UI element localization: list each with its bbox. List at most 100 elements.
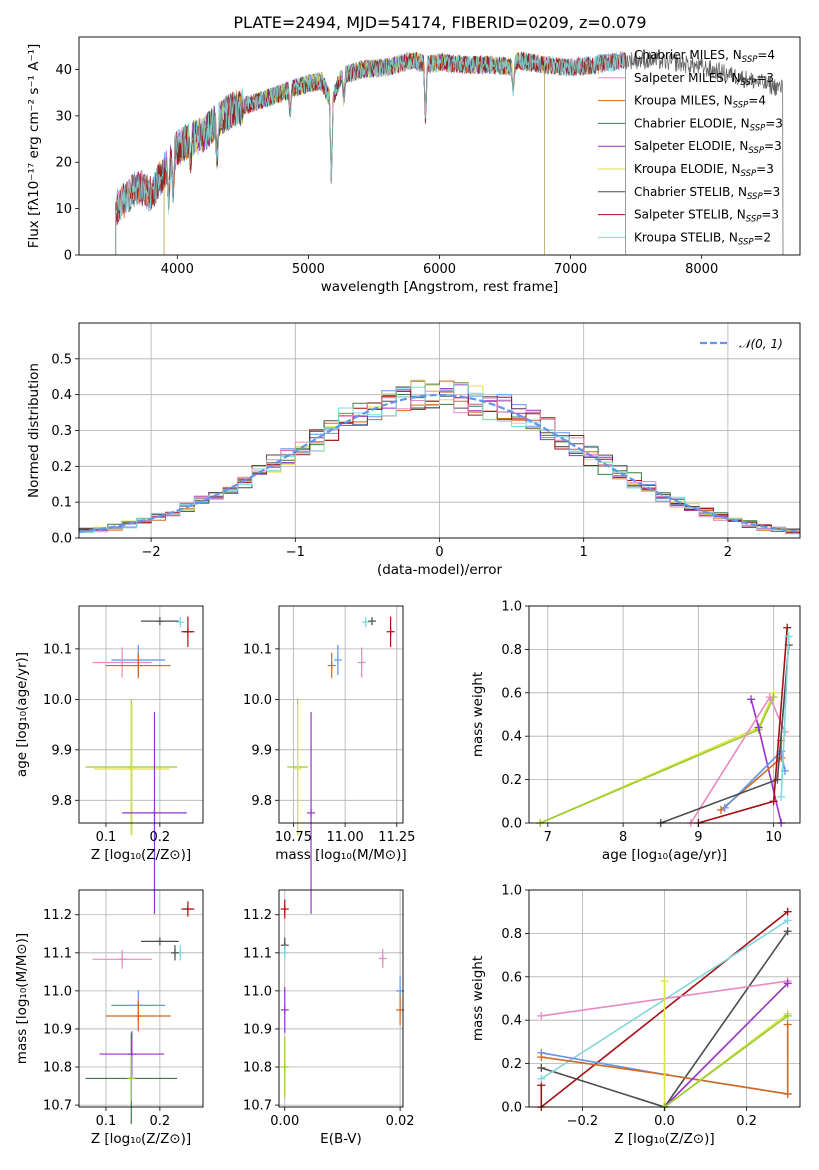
- axes-frame: [78, 889, 204, 1108]
- y-tick-label: 10.7: [43, 1099, 72, 1114]
- panel-0: 4000 5000 6000 7000 8000 0 10 20 30 40 wavelength …: [26, 36, 801, 295]
- x-axis-label: (data-model)/error: [377, 562, 503, 578]
- y-tick-label: 11.2: [43, 908, 72, 923]
- weight-line-orange: [541, 1024, 789, 1095]
- y-tick-label: 10.1: [43, 642, 72, 657]
- x-tick-label: 0.0: [654, 1114, 675, 1129]
- legend: 𝒩(0, 1): [700, 337, 783, 351]
- axes-frame: [78, 322, 801, 539]
- x-tick-label: 11.25: [378, 830, 415, 845]
- x-axis-label: Z [log₁₀(Z/Z⊙)]: [614, 1131, 714, 1147]
- x-axis-label: Z [log₁₀(Z/Z⊙)]: [91, 847, 191, 863]
- y-tick-label: 11.0: [43, 984, 72, 999]
- x-tick-label: 11.00: [327, 830, 364, 845]
- x-tick-label: 2: [724, 545, 732, 560]
- legend-tail: =4: [748, 94, 766, 108]
- error-point-red: [386, 616, 395, 647]
- y-tick-label: 9.9: [251, 743, 272, 758]
- plot-area: [536, 623, 793, 827]
- error-point-cyan: [176, 617, 185, 628]
- error-point-red: [280, 899, 289, 919]
- x-tick-label: 10.75: [275, 830, 312, 845]
- error-point-darkgray: [141, 617, 179, 626]
- y-tick-label: 0.4: [501, 1014, 522, 1029]
- legend-tail: =3: [763, 185, 781, 199]
- axes-frame: [528, 889, 801, 1108]
- x-tick-label: 5000: [292, 262, 325, 277]
- spectrum-line-chabrier-elodie: [163, 51, 545, 255]
- chart-title: PLATE=2494, MJD=54174, FIBERID=0209, z=0…: [233, 13, 646, 32]
- y-axis-label: mass [log₁₀(M/M⊙)]: [14, 933, 30, 1064]
- x-axis-label: Z [log₁₀(Z/Z⊙)]: [91, 1131, 191, 1147]
- y-tick-label: 10.0: [43, 693, 72, 708]
- legend-text: Kroupa STELIB, N: [634, 230, 738, 244]
- plot-area: [85, 901, 195, 1125]
- error-point-blue: [333, 644, 342, 676]
- legend-label: 𝒩(0, 1): [739, 337, 783, 351]
- legend-label: Salpeter MILES, NSSP=3: [634, 71, 774, 88]
- weight-line-cyan: [780, 636, 790, 798]
- y-tick-label: 1.0: [501, 884, 522, 899]
- legend-text: Chabrier STELIB, N: [634, 185, 747, 199]
- legend-tail: =3: [764, 139, 782, 153]
- legend-label: Kroupa MILES, NSSP=4: [634, 94, 766, 111]
- y-tick-label: 20: [55, 156, 72, 171]
- legend-label: Chabrier MILES, NSSP=4: [634, 48, 775, 65]
- y-tick-label: 11.1: [243, 946, 272, 961]
- y-axis-label: mass weight: [470, 956, 486, 1041]
- panel-7: −0.2 0.0 0.2 0.0 0.2 0.4 0.6 0.8 1.0 Z [log₁₀(Z/Z…: [470, 884, 801, 1147]
- panel-6: 0.00 0.02 10.7 10.8 10.9 11.0 11.1 11.2 E(B-V): [243, 889, 415, 1147]
- x-tick-label: 0.2: [150, 830, 171, 845]
- legend-label: Kroupa ELODIE, NSSP=3: [634, 162, 774, 179]
- weight-line-pink: [690, 695, 786, 824]
- legend-subscript: SSP: [747, 192, 763, 202]
- error-point-darkgray: [170, 945, 179, 961]
- y-tick-label: 0.0: [501, 1101, 522, 1116]
- legend-text: Salpeter ELODIE, N: [634, 139, 748, 153]
- error-point-lime: [280, 1036, 289, 1098]
- y-axis-label: age [log₁₀(age/yr)]: [14, 652, 30, 777]
- legend-tail: =3: [765, 116, 783, 130]
- legend-label: Salpeter ELODIE, NSSP=3: [634, 139, 782, 156]
- legend-subscript: SSP: [738, 237, 754, 247]
- x-axis-label: mass [log₁₀(M/M⊙)]: [275, 847, 406, 863]
- error-point-pink: [92, 949, 152, 969]
- weight-line-darkgray: [660, 645, 790, 824]
- x-tick-label: 0.02: [386, 1114, 415, 1129]
- legend-text: Kroupa ELODIE, N: [634, 162, 741, 176]
- x-tick-label: 0.1: [96, 1114, 117, 1129]
- x-axis-label: wavelength [Angstrom, rest frame]: [321, 279, 559, 295]
- error-point-cyan: [280, 945, 289, 961]
- y-tick-label: 10.9: [243, 1022, 272, 1037]
- y-tick-label: 10.9: [43, 1022, 72, 1037]
- y-tick-label: 10.8: [43, 1061, 72, 1076]
- y-tick-label: 9.9: [51, 743, 72, 758]
- error-point-yellow: [94, 703, 170, 835]
- weight-line-lime: [539, 696, 775, 824]
- spectrum-line-kroupa-elodie: [163, 52, 545, 255]
- x-axis-label: E(B-V): [320, 1131, 362, 1147]
- legend-tail: =3: [761, 208, 779, 222]
- weight-line-purple: [663, 982, 789, 1108]
- legend-tail: =2: [754, 230, 772, 244]
- y-tick-label: 10.1: [243, 642, 272, 657]
- y-tick-label: 11.1: [43, 946, 72, 961]
- panel-5: 0.1 0.2 10.7 10.8 10.9 11.0 11.1 11.2 Z [log₁₀(Z…: [14, 889, 204, 1147]
- error-point-red: [181, 616, 195, 647]
- x-tick-label: −0.2: [567, 1114, 599, 1129]
- panel-1: −2 −1 0 1 2 0.0 0.1 0.2 0.3 0.4 0.5 (data-model)/er…: [26, 322, 801, 578]
- panel-2: 0.1 0.2 9.8 9.9 10.0 10.1 Z [log₁₀(Z/Z⊙)] age […: [14, 605, 204, 914]
- x-axis-label: age [log₁₀(age/yr)]: [602, 847, 727, 863]
- legend-subscript: SSP: [748, 146, 764, 156]
- y-tick-label: 10: [55, 202, 72, 217]
- y-tick-label: 0.2: [501, 1057, 522, 1072]
- weight-line-orange: [720, 740, 783, 811]
- y-tick-label: 0.4: [51, 388, 72, 403]
- y-tick-label: 0.8: [501, 927, 522, 942]
- x-tick-label: 7: [544, 830, 552, 845]
- error-point-pink: [378, 949, 387, 969]
- plot-area: [78, 379, 801, 538]
- panel-4: 7 8 9 10 0.0 0.2 0.4 0.6 0.8 1.0 age [log₁₀(age/yr…: [470, 600, 801, 863]
- x-tick-label: 0.2: [736, 1114, 757, 1129]
